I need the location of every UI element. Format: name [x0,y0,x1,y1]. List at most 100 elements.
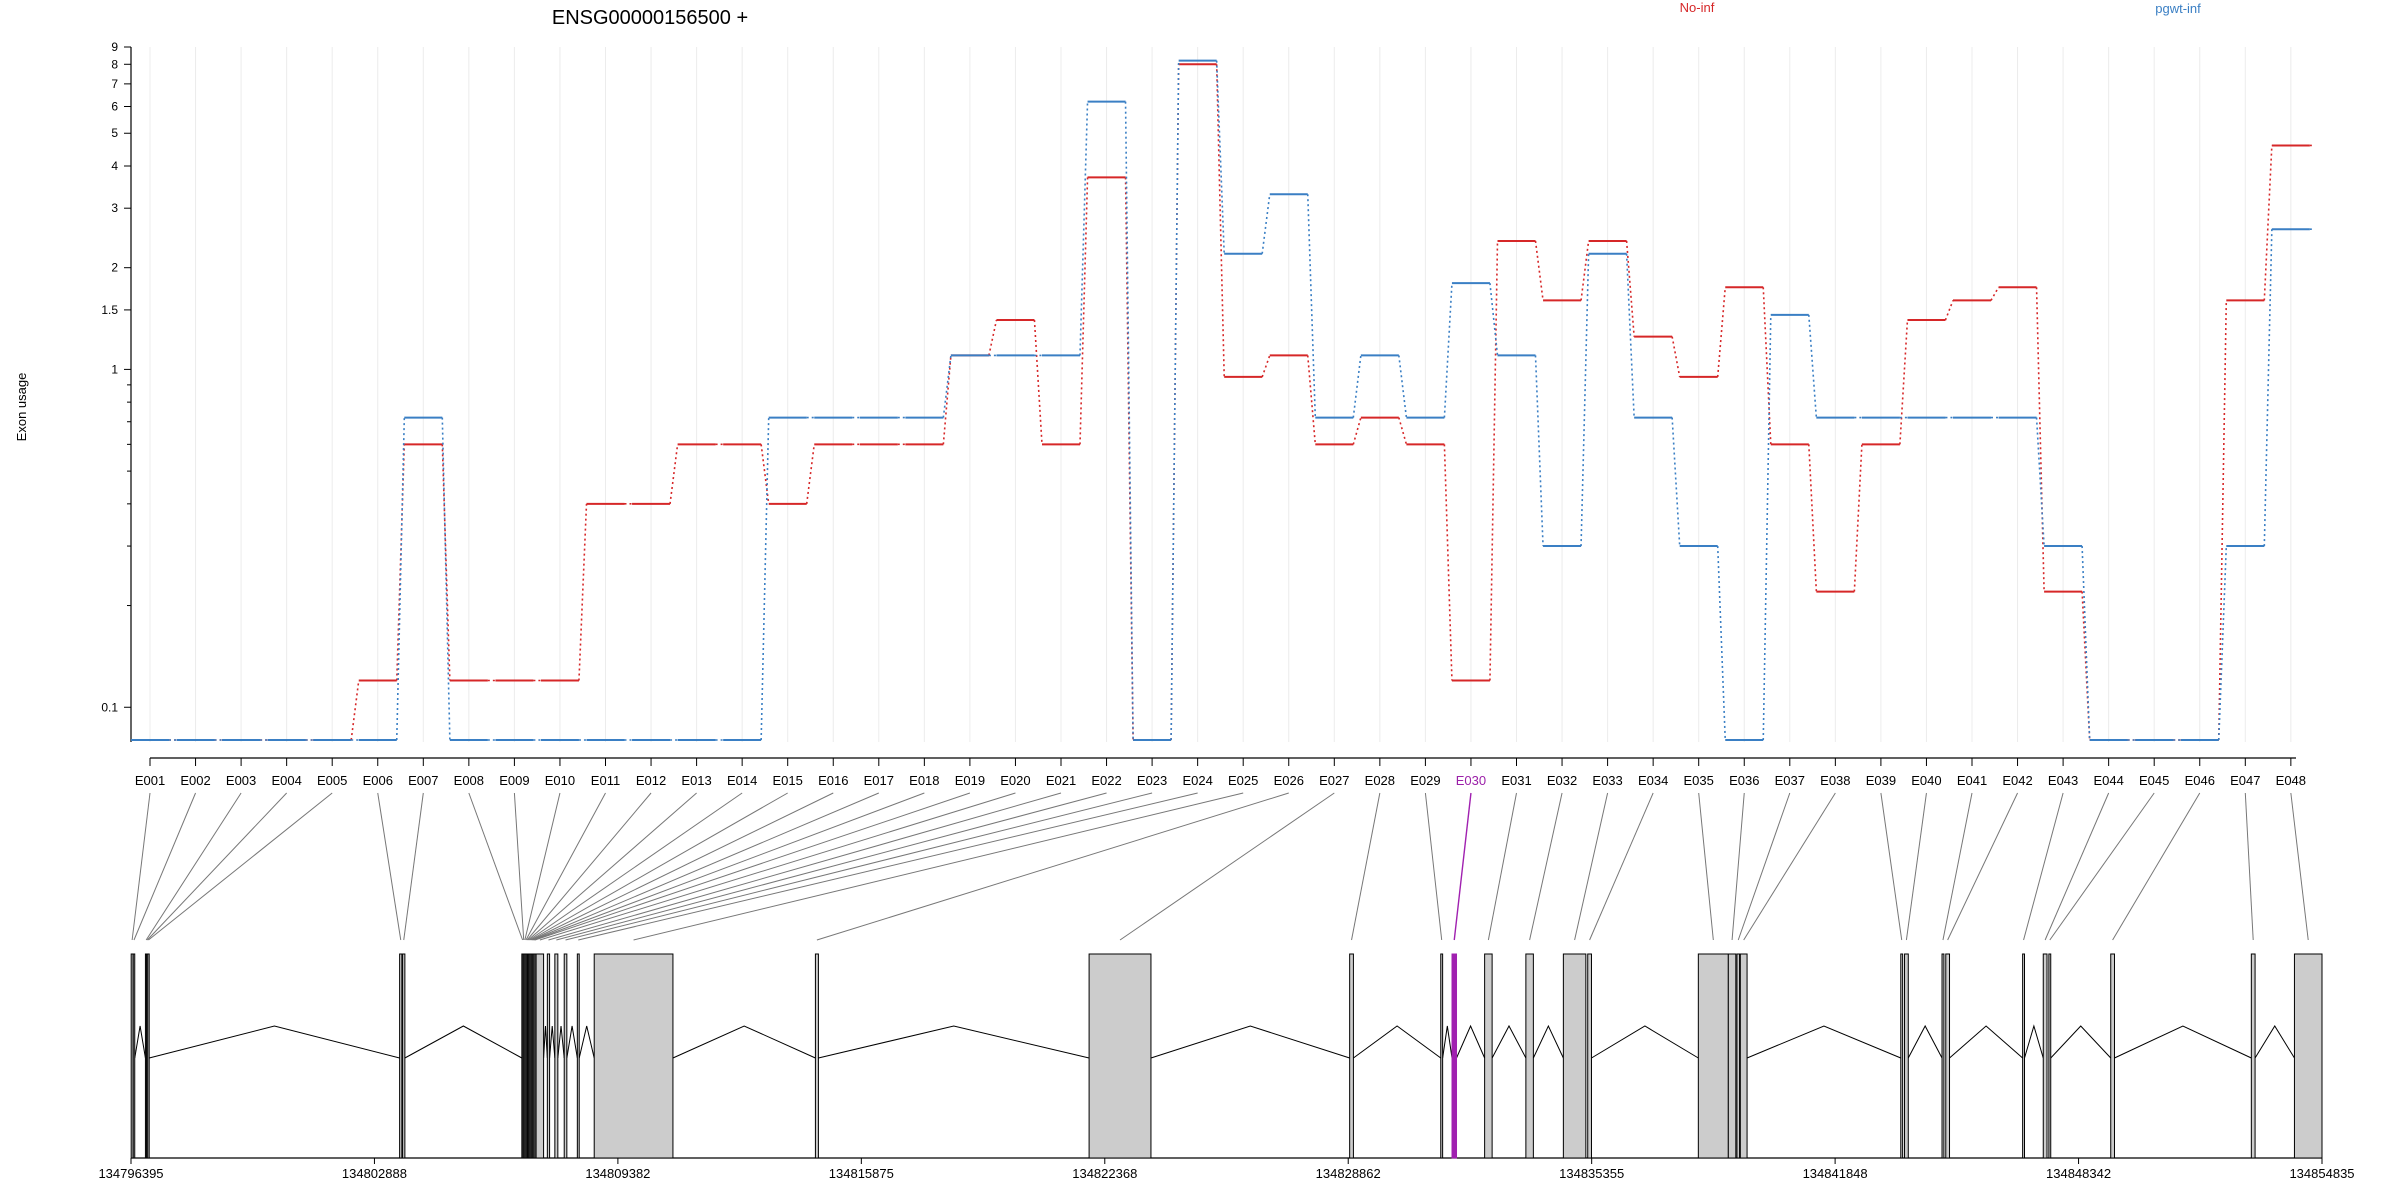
exon-e025 [593,953,674,1159]
connector-e035 [1698,792,1714,941]
genome-coordinate-label: 134822368 [1072,1166,1137,1181]
connector-e009 [513,792,525,941]
connector-e037 [1737,792,1791,941]
x-tick-label-e001: E001 [135,773,165,788]
connector-e019 [534,792,971,941]
legend-label-pgwt-inf: pgwt-inf [2155,1,2201,16]
x-tick-label-e043: E043 [2048,773,2078,788]
x-tick-label-e013: E013 [681,773,711,788]
exon-e019 [533,953,537,1159]
vertical-guide-lines [149,47,2292,742]
connector-e046 [2112,792,2201,941]
x-tick-label-e015: E015 [773,773,803,788]
exon-e020 [535,953,545,1159]
connector-path-no-inf [169,64,2315,741]
x-tick-label-e036: E036 [1729,773,1759,788]
legend: No-inf pgwt-inf [1680,0,2201,16]
intron [1456,1024,1486,1059]
x-tick-label-e031: E031 [1501,773,1531,788]
connector-e003 [145,792,242,941]
exon-e036 [1727,953,1737,1159]
genome-coordinate-label: 134835355 [1559,1166,1624,1181]
x-tick-label-e003: E003 [226,773,256,788]
exon-e028 [1349,953,1354,1159]
y-tick-label: 6 [111,99,118,113]
connector-e023 [565,792,1153,941]
intron [1150,1025,1350,1059]
connector-e031 [1487,792,1517,941]
y-tick-label: 9 [111,40,118,54]
connector-e026 [816,792,1289,941]
x-tick-label-e002: E002 [180,773,210,788]
x-tick-label-e022: E022 [1091,773,1121,788]
connector-e005 [148,792,333,941]
exon-e048 [2293,953,2323,1159]
x-tick-label-e020: E020 [1000,773,1030,788]
intron [672,1025,816,1059]
exon-e029 [1440,953,1444,1159]
intron [1442,1025,1453,1059]
intron [1591,1025,1699,1059]
intron [1532,1024,1564,1059]
x-tick-label-e006: E006 [363,773,393,788]
connector-e028 [1351,792,1381,941]
genome-coordinate-label: 134815875 [829,1166,894,1181]
genome-coordinate-label: 134828862 [1316,1166,1381,1181]
intron [404,1025,523,1059]
exon-e026 [814,953,819,1159]
exons [130,953,2323,1159]
x-tick-label-e011: E011 [591,773,620,788]
exon-e034 [1587,953,1592,1159]
y-tick-label: 4 [111,159,118,173]
exon-e040 [1904,953,1909,1159]
connector-e012 [526,792,652,941]
connector-e029 [1424,792,1443,941]
connector-e011 [525,792,606,941]
intron [2254,1025,2295,1059]
connector-e001 [131,792,151,941]
y-tick-label: 7 [111,77,118,91]
chart-title: ENSG00000156500 + [552,7,748,29]
intron [1353,1025,1442,1059]
connector-e016 [531,792,834,941]
connector-e025 [633,792,1244,941]
connector-e042 [1947,792,2019,941]
connector-e048 [2290,792,2309,941]
x-tick-label-e016: E016 [818,773,848,788]
connector-e033 [1574,792,1609,941]
genome-coordinate-label: 134796395 [98,1166,163,1181]
x-tick-label-e042: E042 [2002,773,2032,788]
connector-e018 [533,792,925,941]
intron [2114,1025,2252,1059]
connector-e013 [527,792,697,941]
connector-e030 [1453,792,1472,941]
exon-e047 [2250,953,2256,1159]
exon-e043 [2022,953,2026,1159]
genome-coordinate-label: 134848342 [2046,1166,2111,1181]
genome-coordinate-label: 134841848 [1803,1166,1868,1181]
x-tick-label-e018: E018 [909,773,939,788]
connector-e034 [1589,792,1654,941]
exon-e032 [1525,953,1534,1159]
connector-e044 [2044,792,2110,941]
connector-e024 [578,792,1198,941]
connector-e021 [548,792,1062,941]
intron [1491,1024,1527,1059]
x-tick-label-e019: E019 [955,773,985,788]
exon-e005 [147,953,150,1159]
x-tick-label-e033: E033 [1592,773,1622,788]
x-tick-label-e005: E005 [317,773,347,788]
x-tick-label-e024: E024 [1182,773,1212,788]
x-tick-label-e038: E038 [1820,773,1850,788]
intron [566,1025,578,1059]
x-tick-label-e004: E004 [271,773,301,788]
series-lines [131,59,2315,741]
connector-e038 [1743,792,1836,941]
connector-e002 [133,792,197,941]
x-tick-label-e029: E029 [1410,773,1440,788]
x-tick-label-e017: E017 [864,773,894,788]
x-tick-label-e025: E025 [1228,773,1258,788]
exon-e042 [1945,953,1951,1159]
gene-model: 134796395 134802888 134809382 134815875 1348… [98,953,2355,1181]
